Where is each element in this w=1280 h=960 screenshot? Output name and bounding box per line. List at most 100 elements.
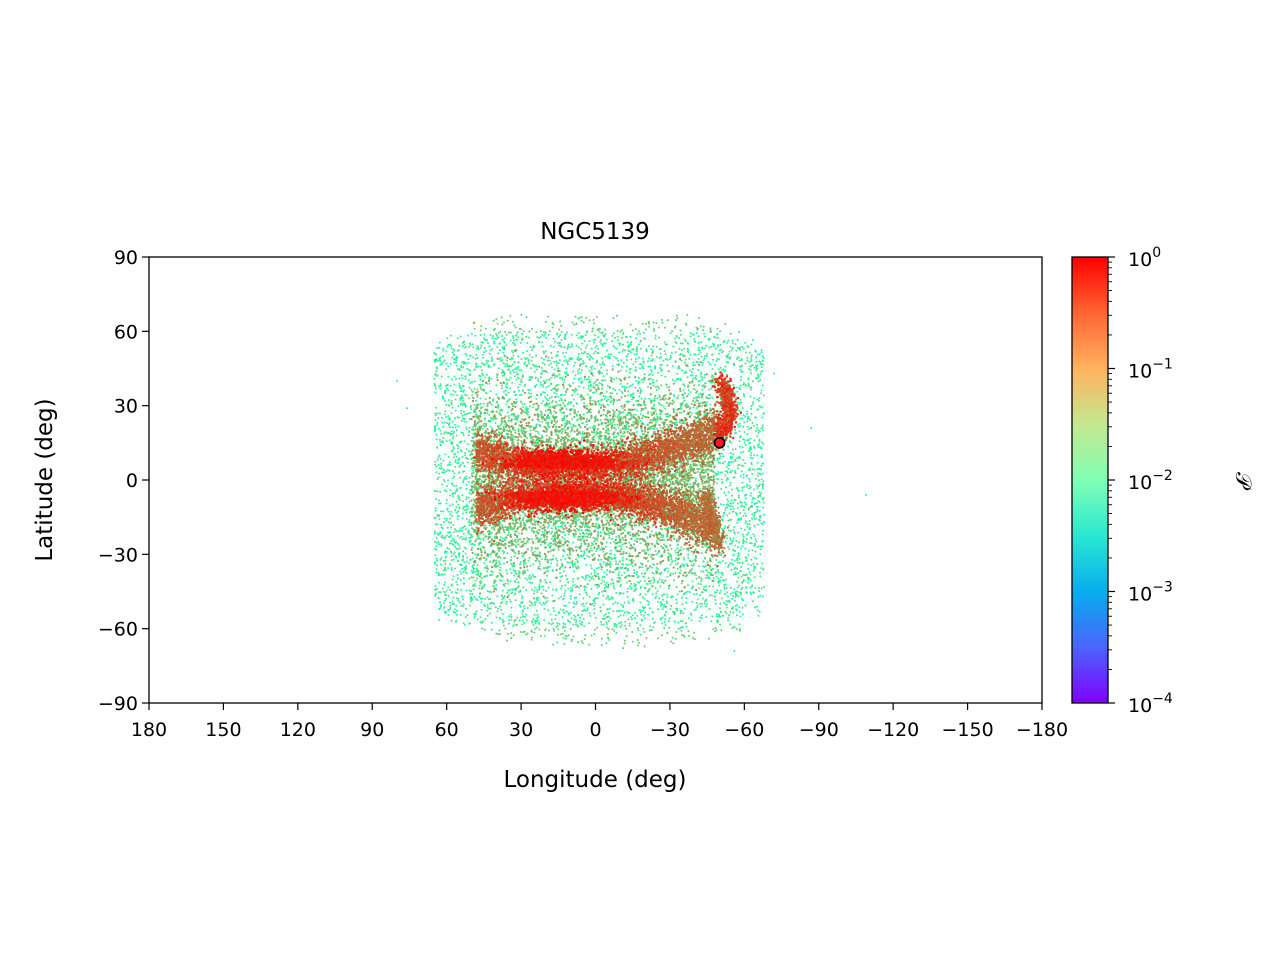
- particle: [683, 592, 686, 595]
- particle: [519, 616, 522, 619]
- particle: [529, 578, 531, 581]
- particle: [512, 335, 514, 338]
- particle: [742, 535, 745, 538]
- particle: [625, 400, 628, 403]
- particle: [599, 562, 602, 565]
- particle: [531, 447, 534, 450]
- particle: [702, 329, 704, 332]
- particle: [581, 642, 584, 645]
- particle: [682, 556, 685, 559]
- particle: [582, 362, 585, 364]
- particle: [435, 541, 438, 544]
- particle: [443, 599, 446, 602]
- particle: [716, 345, 719, 348]
- particle: [499, 424, 502, 427]
- particle: [473, 387, 476, 390]
- particle: [564, 584, 567, 587]
- particle: [736, 561, 739, 564]
- particle: [573, 618, 576, 621]
- particle: [680, 546, 683, 549]
- particle: [705, 344, 708, 347]
- particle: [465, 567, 468, 570]
- particle: [652, 611, 654, 614]
- particle: [438, 472, 441, 475]
- particle: [644, 322, 647, 325]
- particle: [448, 601, 451, 604]
- particle: [444, 555, 447, 558]
- particle: [470, 569, 473, 572]
- particle: [593, 424, 596, 427]
- particle: [562, 609, 565, 612]
- particle: [434, 373, 437, 376]
- particle: [486, 596, 489, 599]
- particle: [463, 440, 466, 443]
- particle: [440, 543, 443, 546]
- particle: [456, 518, 459, 521]
- particle: [441, 421, 444, 424]
- particle: [556, 564, 559, 567]
- particle: [697, 357, 700, 360]
- particle: [617, 359, 619, 362]
- particle: [616, 392, 619, 395]
- particle: [582, 335, 584, 338]
- particle: [709, 396, 712, 399]
- particle: [506, 633, 509, 635]
- particle: [627, 600, 630, 603]
- particle: [658, 597, 661, 600]
- particle: [435, 568, 438, 571]
- particle: [530, 538, 533, 541]
- particle: [708, 346, 711, 349]
- particle: [503, 321, 505, 324]
- particle: [738, 455, 741, 458]
- particle: [694, 388, 697, 391]
- particle: [683, 607, 686, 610]
- particle: [458, 536, 461, 539]
- particle: [466, 428, 468, 431]
- particle: [679, 342, 682, 345]
- particle: [486, 412, 489, 415]
- particle: [627, 587, 629, 590]
- particle: [676, 567, 679, 570]
- particle: [734, 573, 737, 576]
- particle: [439, 440, 442, 443]
- particle: [469, 558, 471, 561]
- particle: [594, 583, 597, 586]
- particle: [451, 426, 454, 429]
- particle: [747, 563, 750, 566]
- particle: [632, 560, 635, 563]
- particle: [580, 381, 583, 384]
- particle: [496, 346, 499, 348]
- particle: [536, 430, 539, 433]
- particle: [433, 352, 436, 355]
- particle: [515, 393, 518, 396]
- particle: [727, 529, 730, 532]
- particle: [494, 606, 497, 609]
- particle: [729, 471, 732, 474]
- particle: [741, 581, 743, 584]
- particle: [626, 610, 629, 613]
- particle: [612, 585, 615, 587]
- particle: [472, 432, 475, 435]
- particle: [719, 330, 722, 333]
- particle: [700, 373, 702, 376]
- particle: [727, 504, 730, 507]
- particle: [740, 527, 743, 530]
- particle: [578, 385, 581, 388]
- particle: [458, 441, 461, 444]
- particle: [678, 411, 681, 414]
- particle: [609, 392, 612, 395]
- particle: [756, 545, 759, 548]
- particle: [471, 546, 474, 549]
- particle: [600, 338, 602, 341]
- particle: [699, 351, 702, 354]
- particle: [744, 586, 747, 589]
- particle: [658, 387, 660, 390]
- particle: [755, 369, 758, 372]
- particle: [609, 542, 612, 544]
- particle: [749, 586, 752, 589]
- particle: [639, 624, 642, 627]
- particle: [681, 603, 684, 606]
- particle: [698, 565, 701, 568]
- particle: [676, 317, 679, 320]
- particle: [436, 421, 439, 424]
